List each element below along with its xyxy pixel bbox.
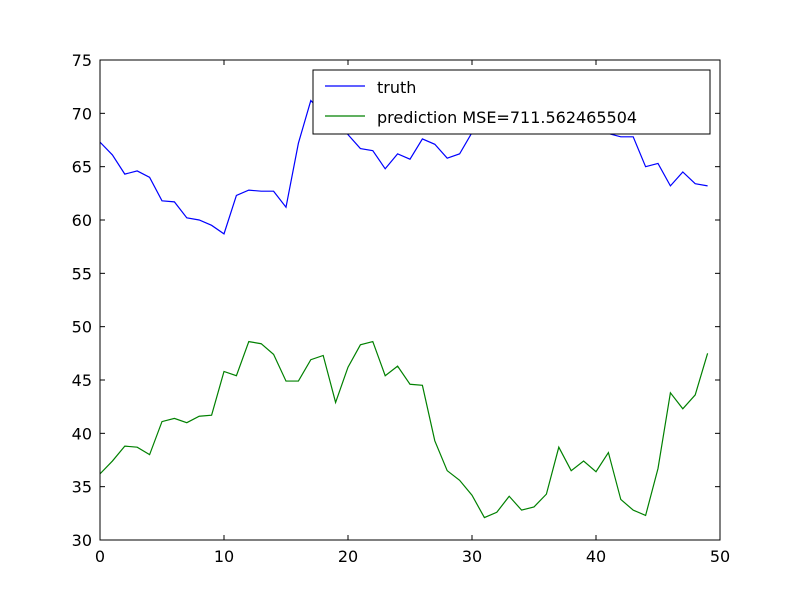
y-tick-label: 65 — [72, 158, 92, 177]
x-tick-label: 10 — [214, 547, 234, 566]
legend-box — [312, 69, 711, 135]
x-tick-label: 20 — [338, 547, 358, 566]
x-tick-label: 0 — [95, 547, 105, 566]
legend-label: truth — [377, 78, 416, 97]
y-tick-label: 30 — [72, 531, 92, 550]
y-tick-label: 75 — [72, 51, 92, 70]
y-tick-label: 50 — [72, 318, 92, 337]
y-tick-label: 60 — [72, 211, 92, 230]
series-line-prediction — [99, 340, 709, 519]
y-tick-label: 55 — [72, 264, 92, 283]
y-tick-label: 40 — [72, 424, 92, 443]
legend: truth prediction MSE=711.562465504 — [312, 69, 711, 135]
y-tick-label: 35 — [72, 478, 92, 497]
legend-label: prediction MSE=711.562465504 — [377, 108, 637, 127]
x-tick-label: 50 — [710, 547, 730, 566]
x-tick-label: 30 — [462, 547, 482, 566]
ticks-layer: 0 10 20 30 40 50 30 35 40 45 50 55 60 65 70 75 — [72, 51, 731, 566]
y-tick-label: 70 — [72, 104, 92, 123]
y-tick-label: 45 — [72, 371, 92, 390]
x-tick-label: 40 — [586, 547, 606, 566]
plot-frame — [99, 59, 721, 541]
